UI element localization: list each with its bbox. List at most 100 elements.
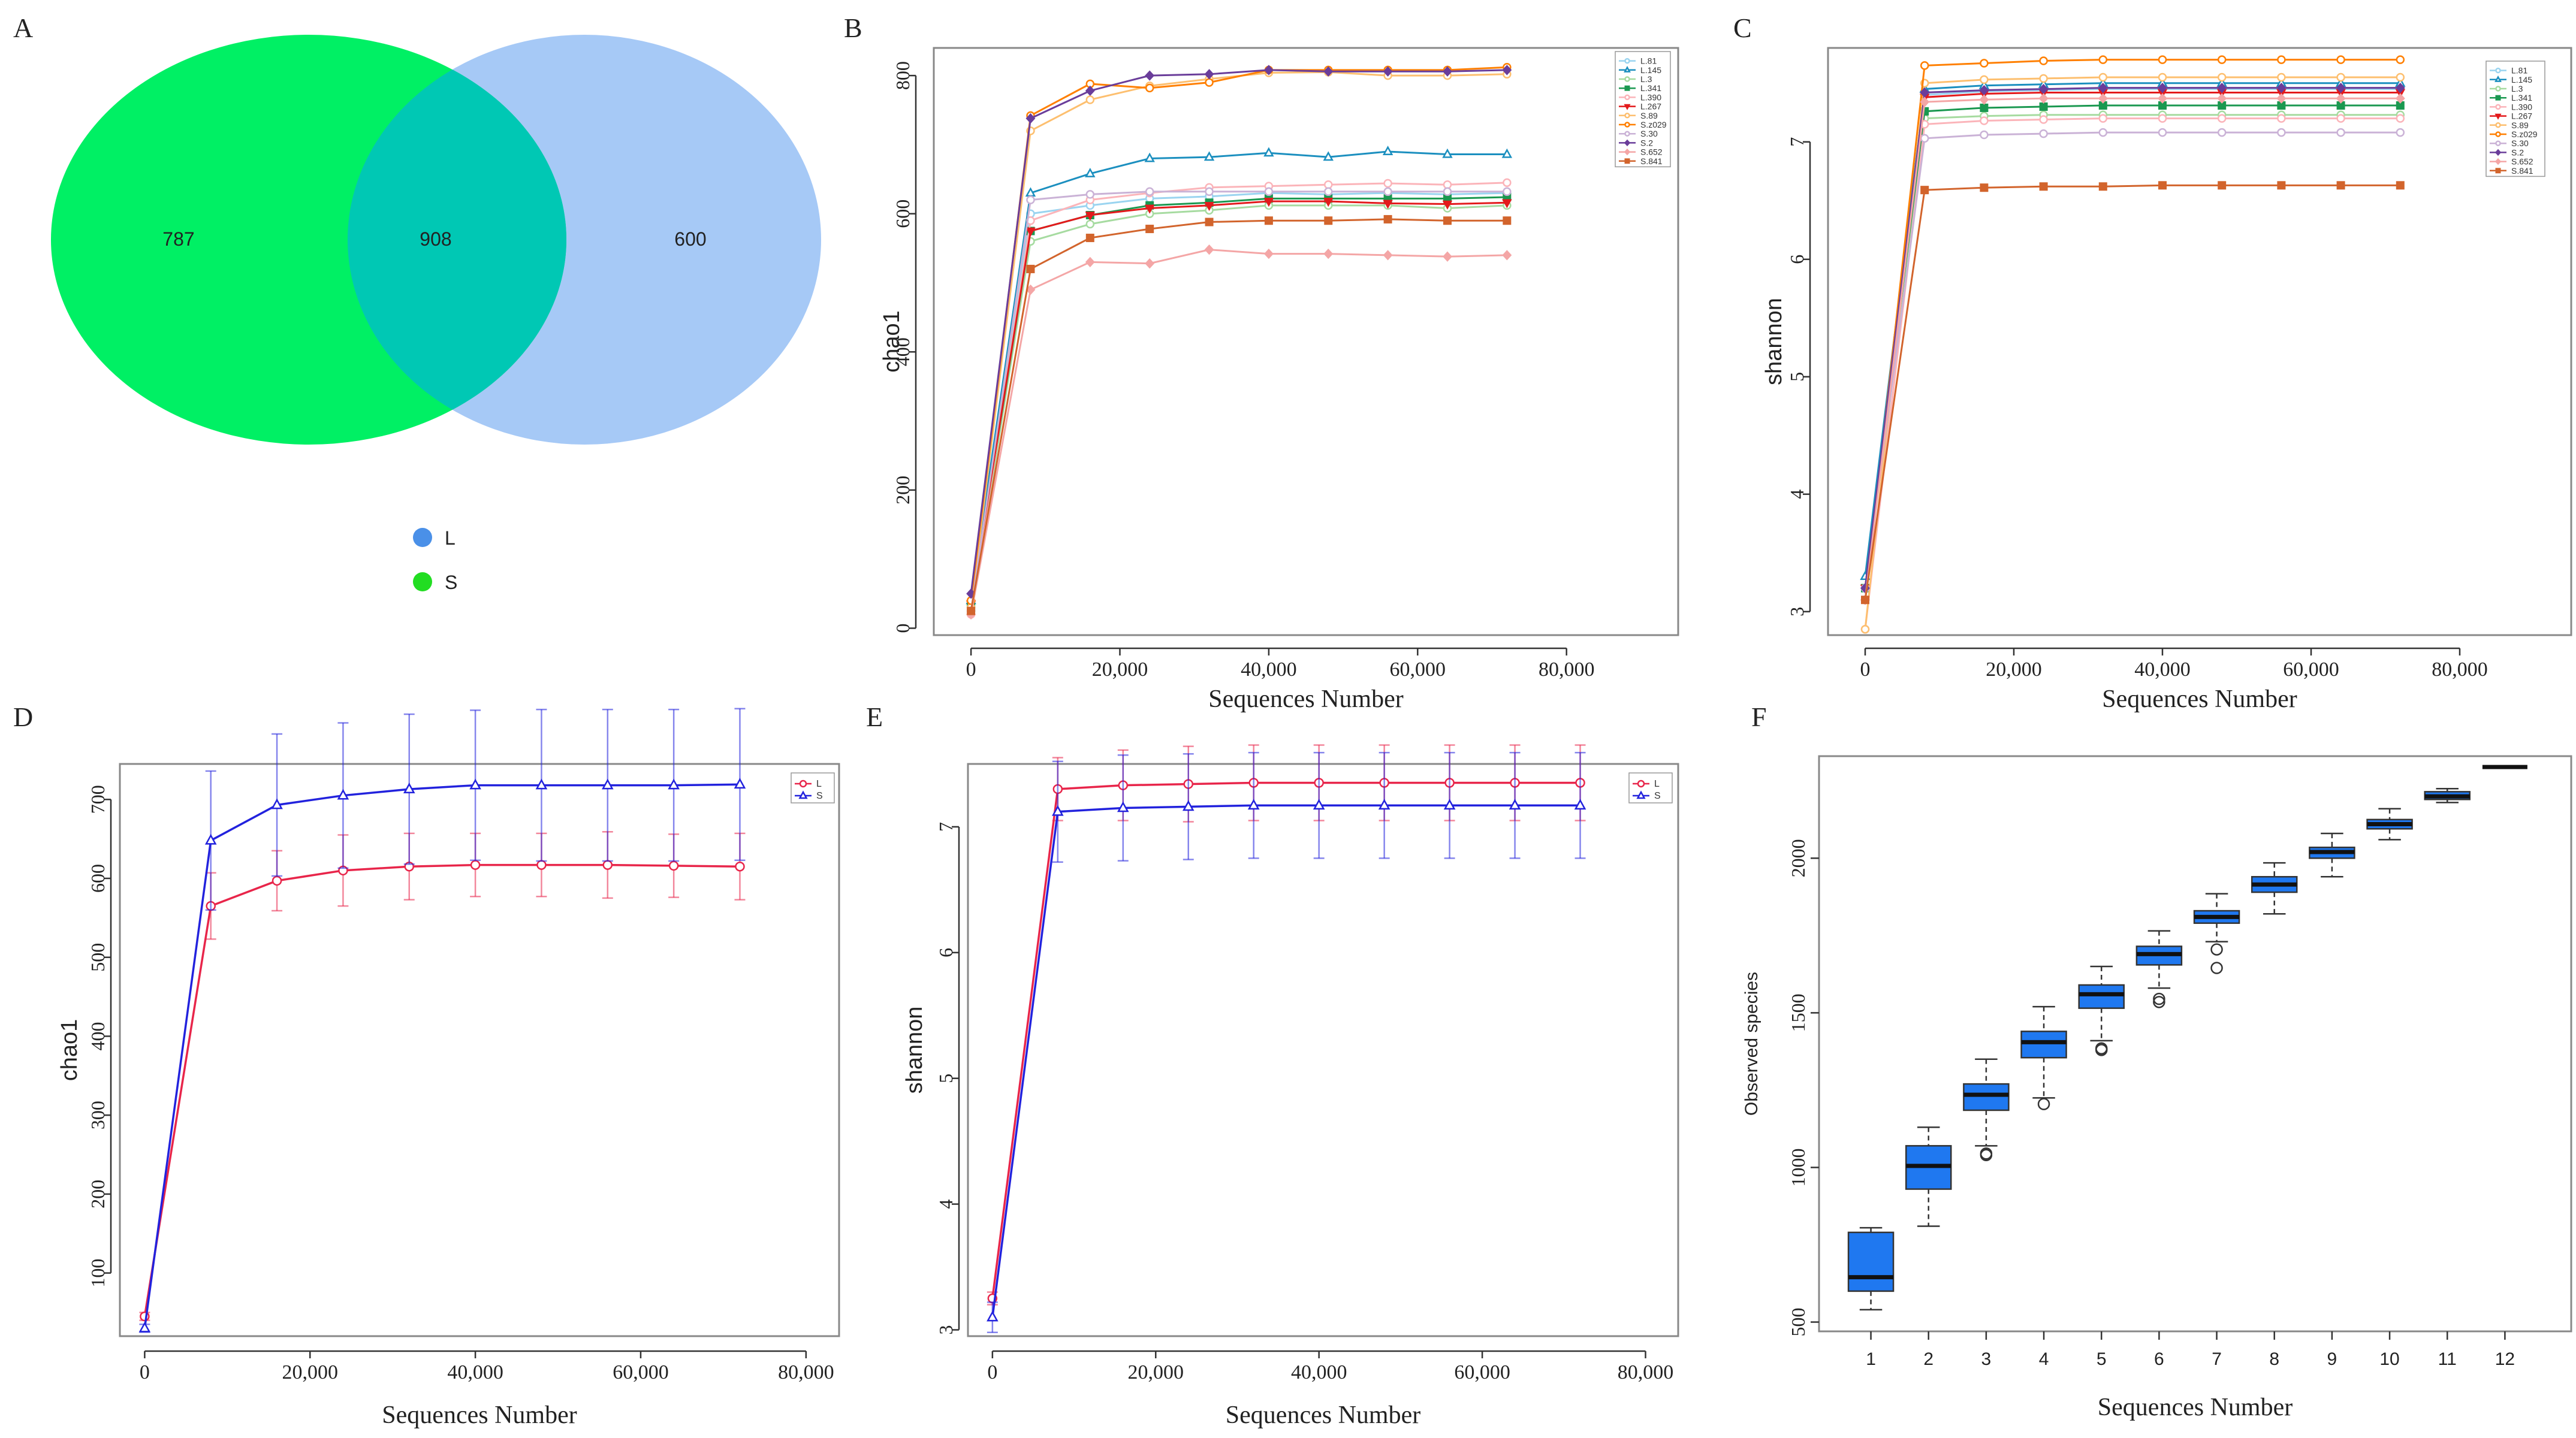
y-tick-label: 200 (87, 1180, 108, 1209)
data-point (1263, 198, 1274, 207)
x-tick-label: 80,000 (1618, 1361, 1674, 1383)
series-l-267 (1860, 89, 2406, 594)
y-axis-title: chao1 (879, 310, 904, 373)
legend-label: L (1654, 779, 1660, 789)
series-line (143, 863, 740, 1317)
data-point (1205, 217, 1214, 226)
data-point (1920, 186, 1929, 195)
series-line (970, 218, 1507, 611)
data-point (1145, 70, 1155, 81)
series-s (987, 751, 1586, 1333)
y-tick-label: 5 (935, 1074, 957, 1083)
box-9 (2309, 832, 2355, 878)
series-l-3 (1860, 110, 2405, 593)
data-point (2039, 129, 2048, 138)
legend-label: S.652 (1640, 147, 1663, 157)
series-line (970, 200, 1507, 605)
series-line (1864, 97, 2400, 600)
y-axis-title: Observed species (1742, 972, 1761, 1116)
x-tick-label: 2 (1923, 1349, 1933, 1369)
y-tick-label: 500 (87, 943, 108, 972)
legend-marker (2495, 95, 2501, 101)
box-3 (1963, 1058, 2010, 1162)
data-point (1145, 83, 1154, 93)
plot-frame (1818, 755, 2572, 1333)
x-tick-label: 0 (140, 1361, 150, 1383)
data-point (1052, 805, 1064, 816)
data-point (2336, 128, 2345, 137)
y-tick-label: 600 (87, 864, 108, 893)
series-line (970, 191, 1507, 611)
data-point (1205, 78, 1214, 87)
legend-marker (1624, 158, 1630, 164)
x-axis-title: Sequences Number (2098, 1394, 2293, 1421)
data-point (337, 789, 349, 800)
data-point (1025, 113, 1036, 124)
data-point (403, 783, 415, 793)
data-point (1204, 69, 1214, 80)
panel-letter-a: A (13, 13, 33, 43)
x-tick-label: 40,000 (2134, 658, 2191, 681)
data-point (1443, 66, 1452, 77)
series-l (139, 831, 746, 1322)
series-line (1864, 114, 2400, 588)
data-point (1026, 195, 1035, 204)
x-tick-label: 6 (2154, 1349, 2164, 1369)
data-point (1980, 116, 1989, 125)
series-line (143, 783, 740, 1329)
data-point (469, 778, 481, 790)
series-line (991, 804, 1580, 1318)
legend-label: S.841 (2511, 166, 2533, 176)
data-point (1920, 61, 1929, 70)
series-s-89 (966, 68, 1512, 612)
panel-letter-e: E (866, 702, 883, 732)
legend-label: S.z029 (2511, 129, 2538, 139)
panel-letter-d: D (13, 702, 33, 732)
data-point (1383, 215, 1392, 223)
data-point (1203, 151, 1215, 161)
data-point (2039, 115, 2048, 124)
data-point (1323, 248, 1334, 259)
legend-box (1615, 51, 1671, 168)
legend-label: S.2 (1640, 138, 1653, 147)
x-axis-title: Sequences Number (2102, 685, 2297, 713)
legend-label: S.30 (2511, 138, 2529, 148)
x-tick-label: 80,000 (778, 1361, 834, 1383)
data-point (2098, 55, 2108, 64)
data-point (2277, 128, 2286, 137)
data-point (2158, 93, 2167, 104)
series-l-145 (1860, 77, 2406, 581)
legend-marker (2494, 113, 2502, 120)
series-line (1864, 184, 2400, 600)
y-tick-label: 7 (935, 822, 957, 832)
legend-label: S (1654, 791, 1661, 801)
data-point (1085, 190, 1095, 199)
legend-marker (2495, 122, 2501, 128)
data-point (536, 860, 547, 870)
x-tick-label: 11 (2438, 1349, 2457, 1369)
data-point (2098, 128, 2108, 137)
series-line (1864, 91, 2400, 588)
x-tick-label: 40,000 (447, 1361, 503, 1383)
legend-marker (1636, 790, 1646, 799)
data-point (1502, 199, 1512, 209)
legend-label: L.145 (2511, 75, 2532, 84)
data-point (1324, 187, 1333, 197)
y-tick-label: 600 (892, 200, 913, 228)
legend-marker (1624, 66, 1631, 72)
legend-label: L.3 (2511, 84, 2523, 93)
y-tick-label: 5 (1786, 372, 1808, 382)
legend-marker (1637, 780, 1645, 788)
data-point (1861, 596, 1869, 605)
data-point (2277, 72, 2286, 82)
y-axis-title: shannon (1761, 298, 1787, 385)
data-point (1117, 801, 1129, 812)
data-point (2277, 55, 2286, 64)
series-l-390 (966, 178, 1512, 619)
data-point (1980, 130, 1989, 140)
data-point (1502, 65, 1512, 75)
chart-d-chao1-groups: 0 20,000 40,000 60,000 80,000 100 200 300 400 500… (57, 708, 840, 1429)
data-point (1443, 187, 1452, 197)
data-point (2336, 82, 2346, 93)
data-point (2039, 56, 2048, 65)
